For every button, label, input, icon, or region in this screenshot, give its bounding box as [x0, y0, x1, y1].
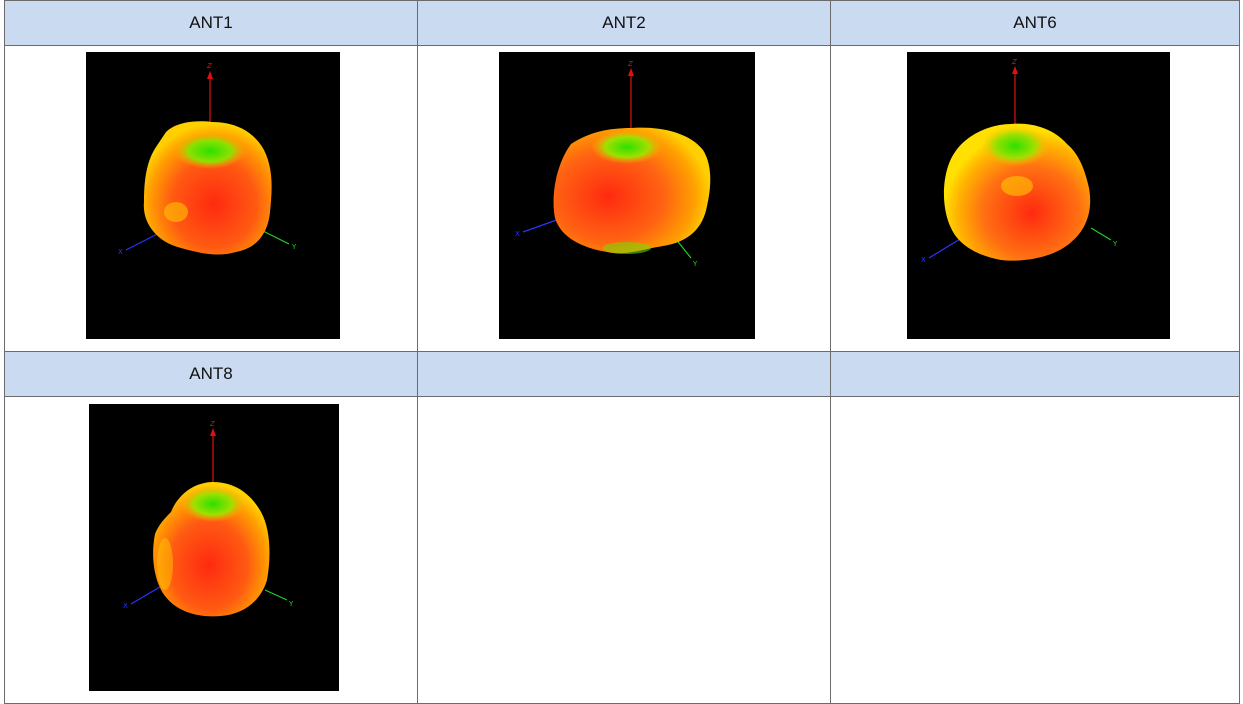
axis-label-z: Z [627, 60, 633, 68]
header-ant2: ANT2 [417, 0, 831, 46]
axis-label-x: X [123, 602, 128, 610]
cell-ant6: Z X Y [830, 45, 1240, 352]
axis-label-y: Y [288, 600, 294, 608]
axis-label-y: Y [1112, 240, 1118, 248]
axis-label-x: X [118, 248, 123, 256]
radiation-pattern-ant1: Z X Y [85, 51, 340, 339]
axis-label-z: Z [1011, 58, 1017, 66]
cell-empty-2 [417, 396, 831, 704]
cell-empty-3 [830, 396, 1240, 704]
cell-ant2: Z X Y [417, 45, 831, 352]
axis-label-z: Z [206, 62, 212, 70]
header-empty-3 [830, 351, 1240, 397]
antenna-pattern-table: ANT1 ANT2 ANT6 [4, 0, 1240, 704]
radiation-pattern-ant8: Z X Y [88, 403, 339, 691]
axis-label-x: X [515, 230, 520, 238]
header-ant8: ANT8 [4, 351, 418, 397]
axis-label-y: Y [692, 260, 698, 268]
axis-label-z: Z [209, 420, 215, 428]
cell-ant1: Z X Y [4, 45, 418, 352]
axis-label-y: Y [291, 243, 297, 251]
header-ant6: ANT6 [830, 0, 1240, 46]
axis-label-x: X [921, 256, 926, 264]
header-ant1: ANT1 [4, 0, 418, 46]
radiation-pattern-ant2: Z X Y [498, 51, 755, 339]
cell-ant8: Z X Y [4, 396, 418, 704]
radiation-pattern-ant6: Z X Y [906, 51, 1170, 339]
header-empty-2 [417, 351, 831, 397]
